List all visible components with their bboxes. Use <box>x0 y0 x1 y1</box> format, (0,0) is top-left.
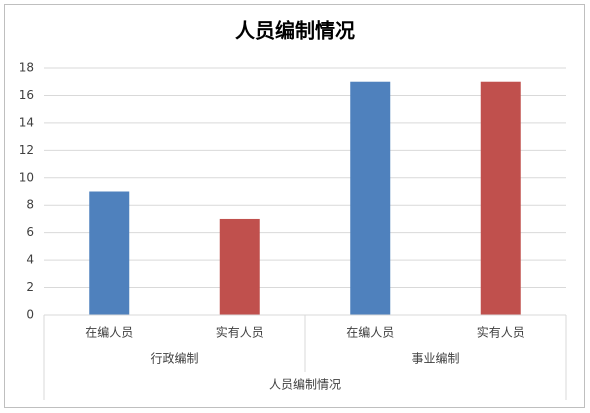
y-tick-label: 2 <box>26 280 34 294</box>
y-tick-label: 10 <box>19 170 34 184</box>
x-tick-label: 实有人员 <box>216 325 264 340</box>
y-tick-label: 6 <box>26 225 34 239</box>
bar <box>89 191 130 315</box>
x-tick-label: 在编人员 <box>346 325 394 340</box>
y-tick-label: 18 <box>19 61 34 75</box>
bar <box>350 81 391 315</box>
group-label: 行政编制 <box>150 351 198 366</box>
group-label: 事业编制 <box>411 351 459 366</box>
y-tick-label: 8 <box>26 198 34 212</box>
bar <box>219 218 260 315</box>
y-tick-label: 12 <box>19 143 34 157</box>
x-tick-label: 实有人员 <box>477 325 525 340</box>
y-tick-label: 4 <box>26 253 34 267</box>
chart-title: 人员编制情况 <box>235 19 355 43</box>
y-tick-label: 14 <box>19 115 34 129</box>
x-tick-label: 在编人员 <box>85 325 133 340</box>
y-tick-label: 0 <box>26 308 34 322</box>
x-axis-label: 人员编制情况 <box>269 377 341 392</box>
y-tick-label: 16 <box>19 88 34 102</box>
bar <box>480 81 521 315</box>
